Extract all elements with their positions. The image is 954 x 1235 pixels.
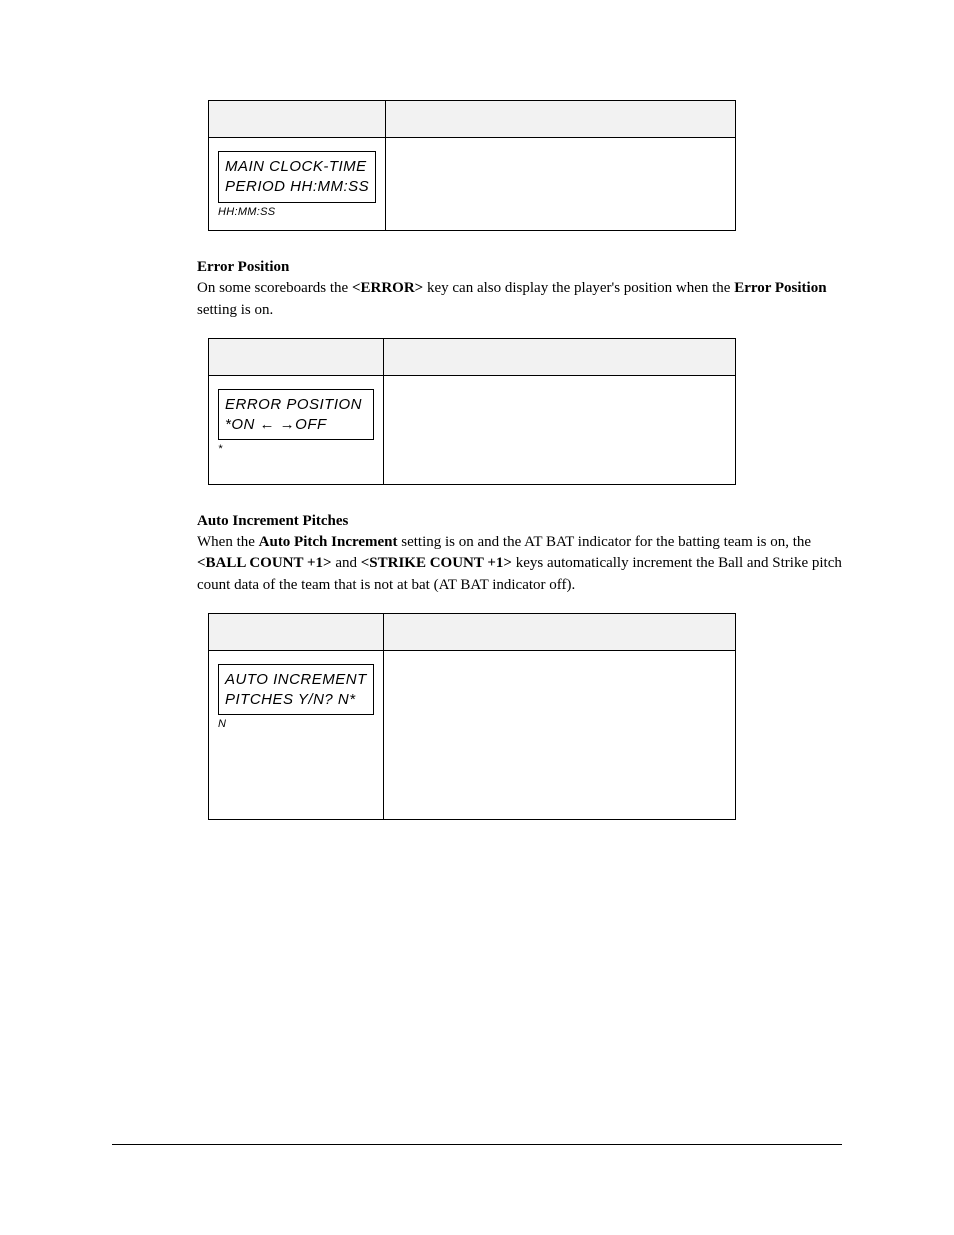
bold-auto-pitch: Auto Pitch Increment [259, 534, 398, 550]
heading-auto-increment: Auto Increment Pitches [105, 513, 844, 530]
lcd-table-error-position: ERROR POSITION *ON ← →OFF * [208, 338, 736, 485]
paragraph-error-position: On some scoreboards the <ERROR> key can … [105, 278, 844, 322]
lcd-display-box: ERROR POSITION *ON ← →OFF [218, 389, 374, 441]
table-body-right [383, 375, 735, 484]
paragraph-auto-increment: When the Auto Pitch Increment setting is… [105, 532, 844, 597]
lcd-caption: N [218, 718, 374, 730]
heading-error-position: Error Position [105, 259, 844, 276]
table-body-row: ERROR POSITION *ON ← →OFF * [209, 375, 736, 484]
text-run: key can also display the player's positi… [423, 280, 734, 296]
lcd-table-main-clock: MAIN CLOCK-TIME PERIOD HH:MM:SS HH:MM:SS [208, 100, 736, 231]
lcd-display-box: AUTO INCREMENT PITCHES Y/N? N* [218, 664, 374, 716]
lcd-caption: * [218, 443, 374, 455]
table-body-left: ERROR POSITION *ON ← →OFF * [209, 375, 384, 484]
table-body-left: AUTO INCREMENT PITCHES Y/N? N* N [209, 650, 384, 819]
table-header-row [209, 613, 736, 650]
table-header-row [209, 338, 736, 375]
lcd-line-1: MAIN CLOCK-TIME [225, 158, 367, 175]
table-header-left [209, 338, 384, 375]
key-strike-count: <STRIKE COUNT +1> [361, 555, 512, 571]
table-body-row: AUTO INCREMENT PITCHES Y/N? N* N [209, 650, 736, 819]
table-header-right [383, 338, 735, 375]
table-body-right [383, 650, 735, 819]
text-run: setting is on and the AT BAT indicator f… [398, 534, 812, 550]
table-header-left [209, 101, 386, 138]
table-body-left: MAIN CLOCK-TIME PERIOD HH:MM:SS HH:MM:SS [209, 138, 386, 231]
document-page: MAIN CLOCK-TIME PERIOD HH:MM:SS HH:MM:SS… [0, 0, 954, 1235]
table-header-right [383, 613, 735, 650]
table-header-left [209, 613, 384, 650]
text-run: and [332, 555, 361, 571]
key-error: <ERROR> [352, 280, 423, 296]
text-run: setting is on. [197, 302, 273, 318]
table-body-row: MAIN CLOCK-TIME PERIOD HH:MM:SS HH:MM:SS [209, 138, 736, 231]
lcd-display-box: MAIN CLOCK-TIME PERIOD HH:MM:SS [218, 151, 376, 203]
lcd-caption: HH:MM:SS [218, 206, 376, 218]
table-header-row [209, 101, 736, 138]
lcd-line-1: ERROR POSITION [225, 396, 362, 413]
key-ball-count: <BALL COUNT +1> [197, 555, 332, 571]
table-header-right [386, 101, 736, 138]
lcd-line-1: AUTO INCREMENT [225, 671, 367, 688]
table-body-right [386, 138, 736, 231]
lcd-table-auto-increment: AUTO INCREMENT PITCHES Y/N? N* N [208, 613, 736, 820]
bold-error-position: Error Position [734, 280, 826, 296]
text-run: When the [197, 534, 259, 550]
lcd-line-2: PERIOD HH:MM:SS [225, 178, 369, 195]
text-run: On some scoreboards the [197, 280, 352, 296]
footer-rule [112, 1144, 842, 1145]
lcd-line-2: PITCHES Y/N? N* [225, 691, 356, 708]
lcd-line-2: *ON ← →OFF [225, 416, 327, 433]
